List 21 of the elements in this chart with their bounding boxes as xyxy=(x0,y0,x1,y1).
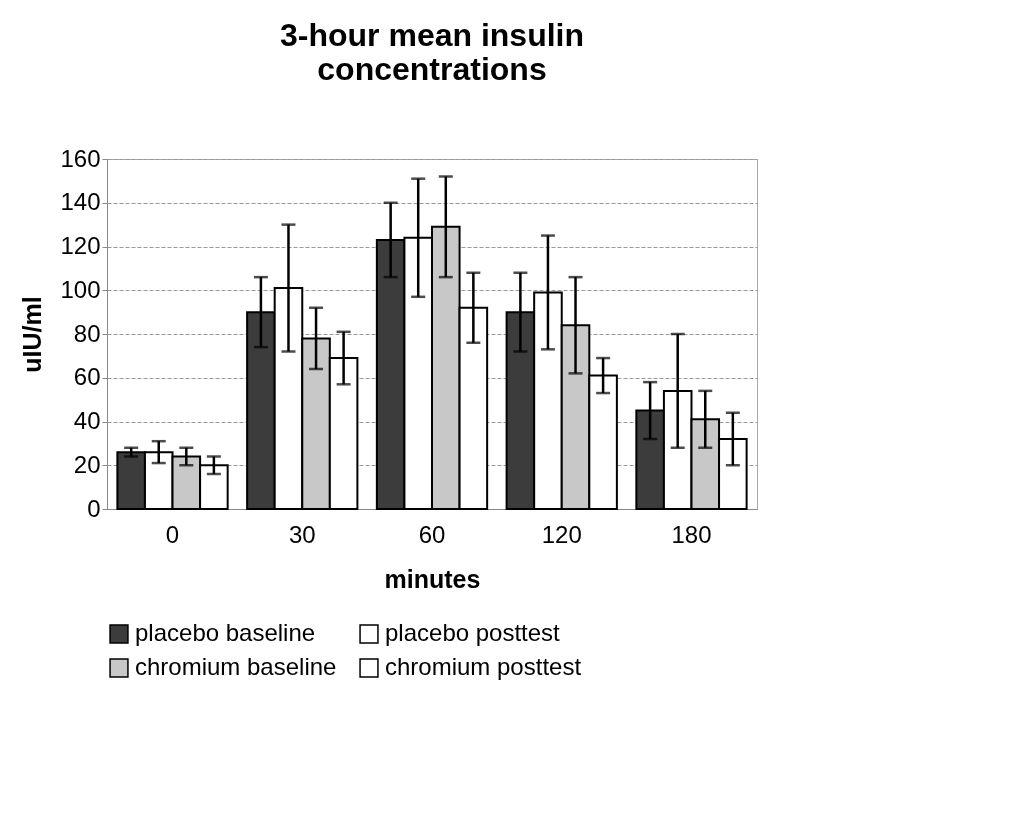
y-tick-label: 40 xyxy=(73,407,101,434)
chart-title: 3-hour mean insulin concentrations xyxy=(279,17,585,87)
y-tick-label: 160 xyxy=(60,144,101,172)
legend-label: chromium posttest xyxy=(385,653,582,680)
x-axis-title: minutes xyxy=(384,564,481,593)
legend-label: placebo baseline xyxy=(135,619,316,646)
x-tick-label: 0 xyxy=(165,520,180,548)
y-tick-label: 0 xyxy=(87,494,101,522)
x-tick-label: 120 xyxy=(541,520,582,548)
x-tick-label: 180 xyxy=(671,520,712,548)
legend-label: chromium baseline xyxy=(135,653,337,680)
y-tick-label: 60 xyxy=(73,363,101,391)
y-tick-label: 140 xyxy=(60,188,101,216)
y-tick-label: 80 xyxy=(73,319,101,347)
x-tick-label: 30 xyxy=(288,520,316,548)
y-tick-label: 120 xyxy=(60,232,101,259)
x-tick-label: 60 xyxy=(418,520,446,548)
y-axis-title: uIU/ml xyxy=(18,296,47,373)
y-tick-label: 100 xyxy=(60,275,101,303)
y-tick-label: 20 xyxy=(73,450,101,478)
legend-label: placebo posttest xyxy=(385,619,561,646)
